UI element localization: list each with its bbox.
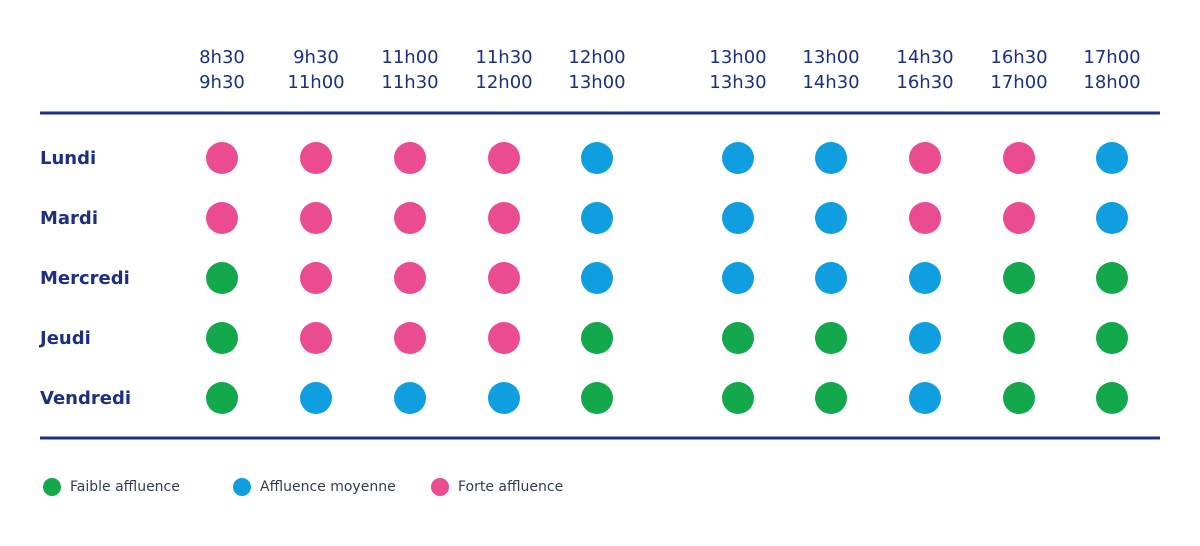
legend-swatch [431, 478, 449, 496]
affluence-dot [722, 382, 754, 414]
affluence-dot [206, 142, 238, 174]
column-end: 11h30 [381, 72, 438, 93]
affluence-dot [909, 262, 941, 294]
affluence-dot [394, 142, 426, 174]
column-end: 13h00 [568, 72, 625, 93]
affluence-dot [488, 142, 520, 174]
affluence-dot [909, 322, 941, 354]
affluence-dot [394, 322, 426, 354]
column-end: 12h00 [475, 72, 532, 93]
affluence-dot [206, 262, 238, 294]
affluence-dot [722, 142, 754, 174]
affluence-dot [815, 382, 847, 414]
affluence-dot [581, 382, 613, 414]
legend-label: Affluence moyenne [260, 479, 396, 495]
affluence-dot [206, 382, 238, 414]
affluence-dot [1003, 382, 1035, 414]
column-start: 13h00 [802, 47, 859, 68]
affluence-dot [206, 322, 238, 354]
day-label: Jeudi [38, 328, 91, 349]
affluence-dot [722, 322, 754, 354]
day-label: Lundi [40, 148, 96, 169]
affluence-dot [581, 262, 613, 294]
column-start: 8h30 [199, 47, 245, 68]
affluence-dot [394, 382, 426, 414]
affluence-dot [1003, 262, 1035, 294]
affluence-dot [300, 382, 332, 414]
affluence-dot [300, 202, 332, 234]
legend-swatch [233, 478, 251, 496]
column-start: 16h30 [990, 47, 1047, 68]
affluence-dot [1096, 322, 1128, 354]
day-label: Mardi [40, 208, 98, 229]
affluence-dot [909, 142, 941, 174]
affluence-dot [488, 382, 520, 414]
affluence-dot [488, 322, 520, 354]
affluence-dot [394, 202, 426, 234]
affluence-dot [1003, 202, 1035, 234]
column-start: 11h30 [475, 47, 532, 68]
column-start: 11h00 [381, 47, 438, 68]
affluence-dot [1096, 262, 1128, 294]
day-label: Mercredi [40, 268, 130, 289]
affluence-dot [300, 142, 332, 174]
column-end: 16h30 [896, 72, 953, 93]
affluence-dot [722, 202, 754, 234]
affluence-dot [488, 262, 520, 294]
affluence-dot [206, 202, 238, 234]
affluence-dot [300, 322, 332, 354]
affluence-dot [581, 142, 613, 174]
affluence-dot [815, 262, 847, 294]
column-end: 18h00 [1083, 72, 1140, 93]
column-start: 13h00 [709, 47, 766, 68]
affluence-dot [815, 142, 847, 174]
column-end: 17h00 [990, 72, 1047, 93]
affluence-dot [722, 262, 754, 294]
column-start: 12h00 [568, 47, 625, 68]
affluence-dot [1096, 142, 1128, 174]
column-start: 17h00 [1083, 47, 1140, 68]
day-label: Vendredi [40, 388, 131, 409]
affluence-dot [581, 202, 613, 234]
affluence-dot [1096, 202, 1128, 234]
affluence-dot [488, 202, 520, 234]
column-end: 9h30 [199, 72, 245, 93]
affluence-dot [815, 322, 847, 354]
affluence-dot [1003, 322, 1035, 354]
legend-swatch [43, 478, 61, 496]
affluence-dot [1096, 382, 1128, 414]
affluence-dot [300, 262, 332, 294]
column-end: 14h30 [802, 72, 859, 93]
affluence-dot [909, 382, 941, 414]
affluence-dot [581, 322, 613, 354]
legend-label: Faible affluence [70, 479, 180, 495]
affluence-dot [815, 202, 847, 234]
affluence-dot [1003, 142, 1035, 174]
column-start: 14h30 [896, 47, 953, 68]
column-end: 11h00 [287, 72, 344, 93]
legend-label: Forte affluence [458, 479, 563, 495]
column-start: 9h30 [293, 47, 339, 68]
affluence-dot [394, 262, 426, 294]
affluence-dot [909, 202, 941, 234]
column-end: 13h30 [709, 72, 766, 93]
